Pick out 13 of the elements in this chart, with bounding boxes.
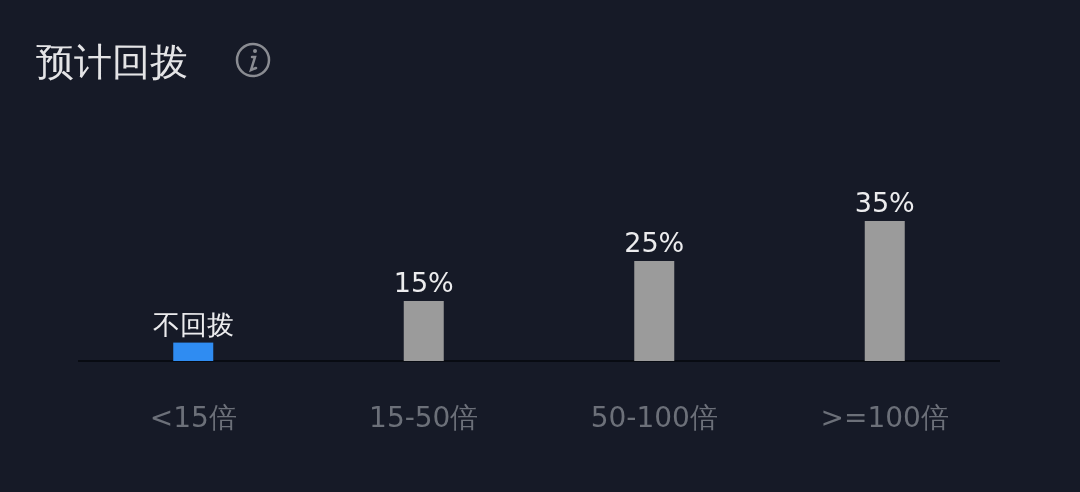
x-tick-label: >=100倍 <box>820 401 949 434</box>
x-tick-label: <15倍 <box>149 401 237 434</box>
chart-title: 预计回拨 <box>36 40 188 84</box>
data-label: 15% <box>393 267 454 298</box>
bar <box>173 342 214 361</box>
data-label: 35% <box>854 187 915 218</box>
data-label: 不回拨 <box>152 308 234 340</box>
x-tick-label: 15-50倍 <box>369 401 479 434</box>
bar <box>864 221 905 361</box>
data-label: 25% <box>624 227 685 258</box>
bar <box>403 301 444 361</box>
x-tick-label: 50-100倍 <box>590 401 718 434</box>
bar <box>634 261 675 361</box>
